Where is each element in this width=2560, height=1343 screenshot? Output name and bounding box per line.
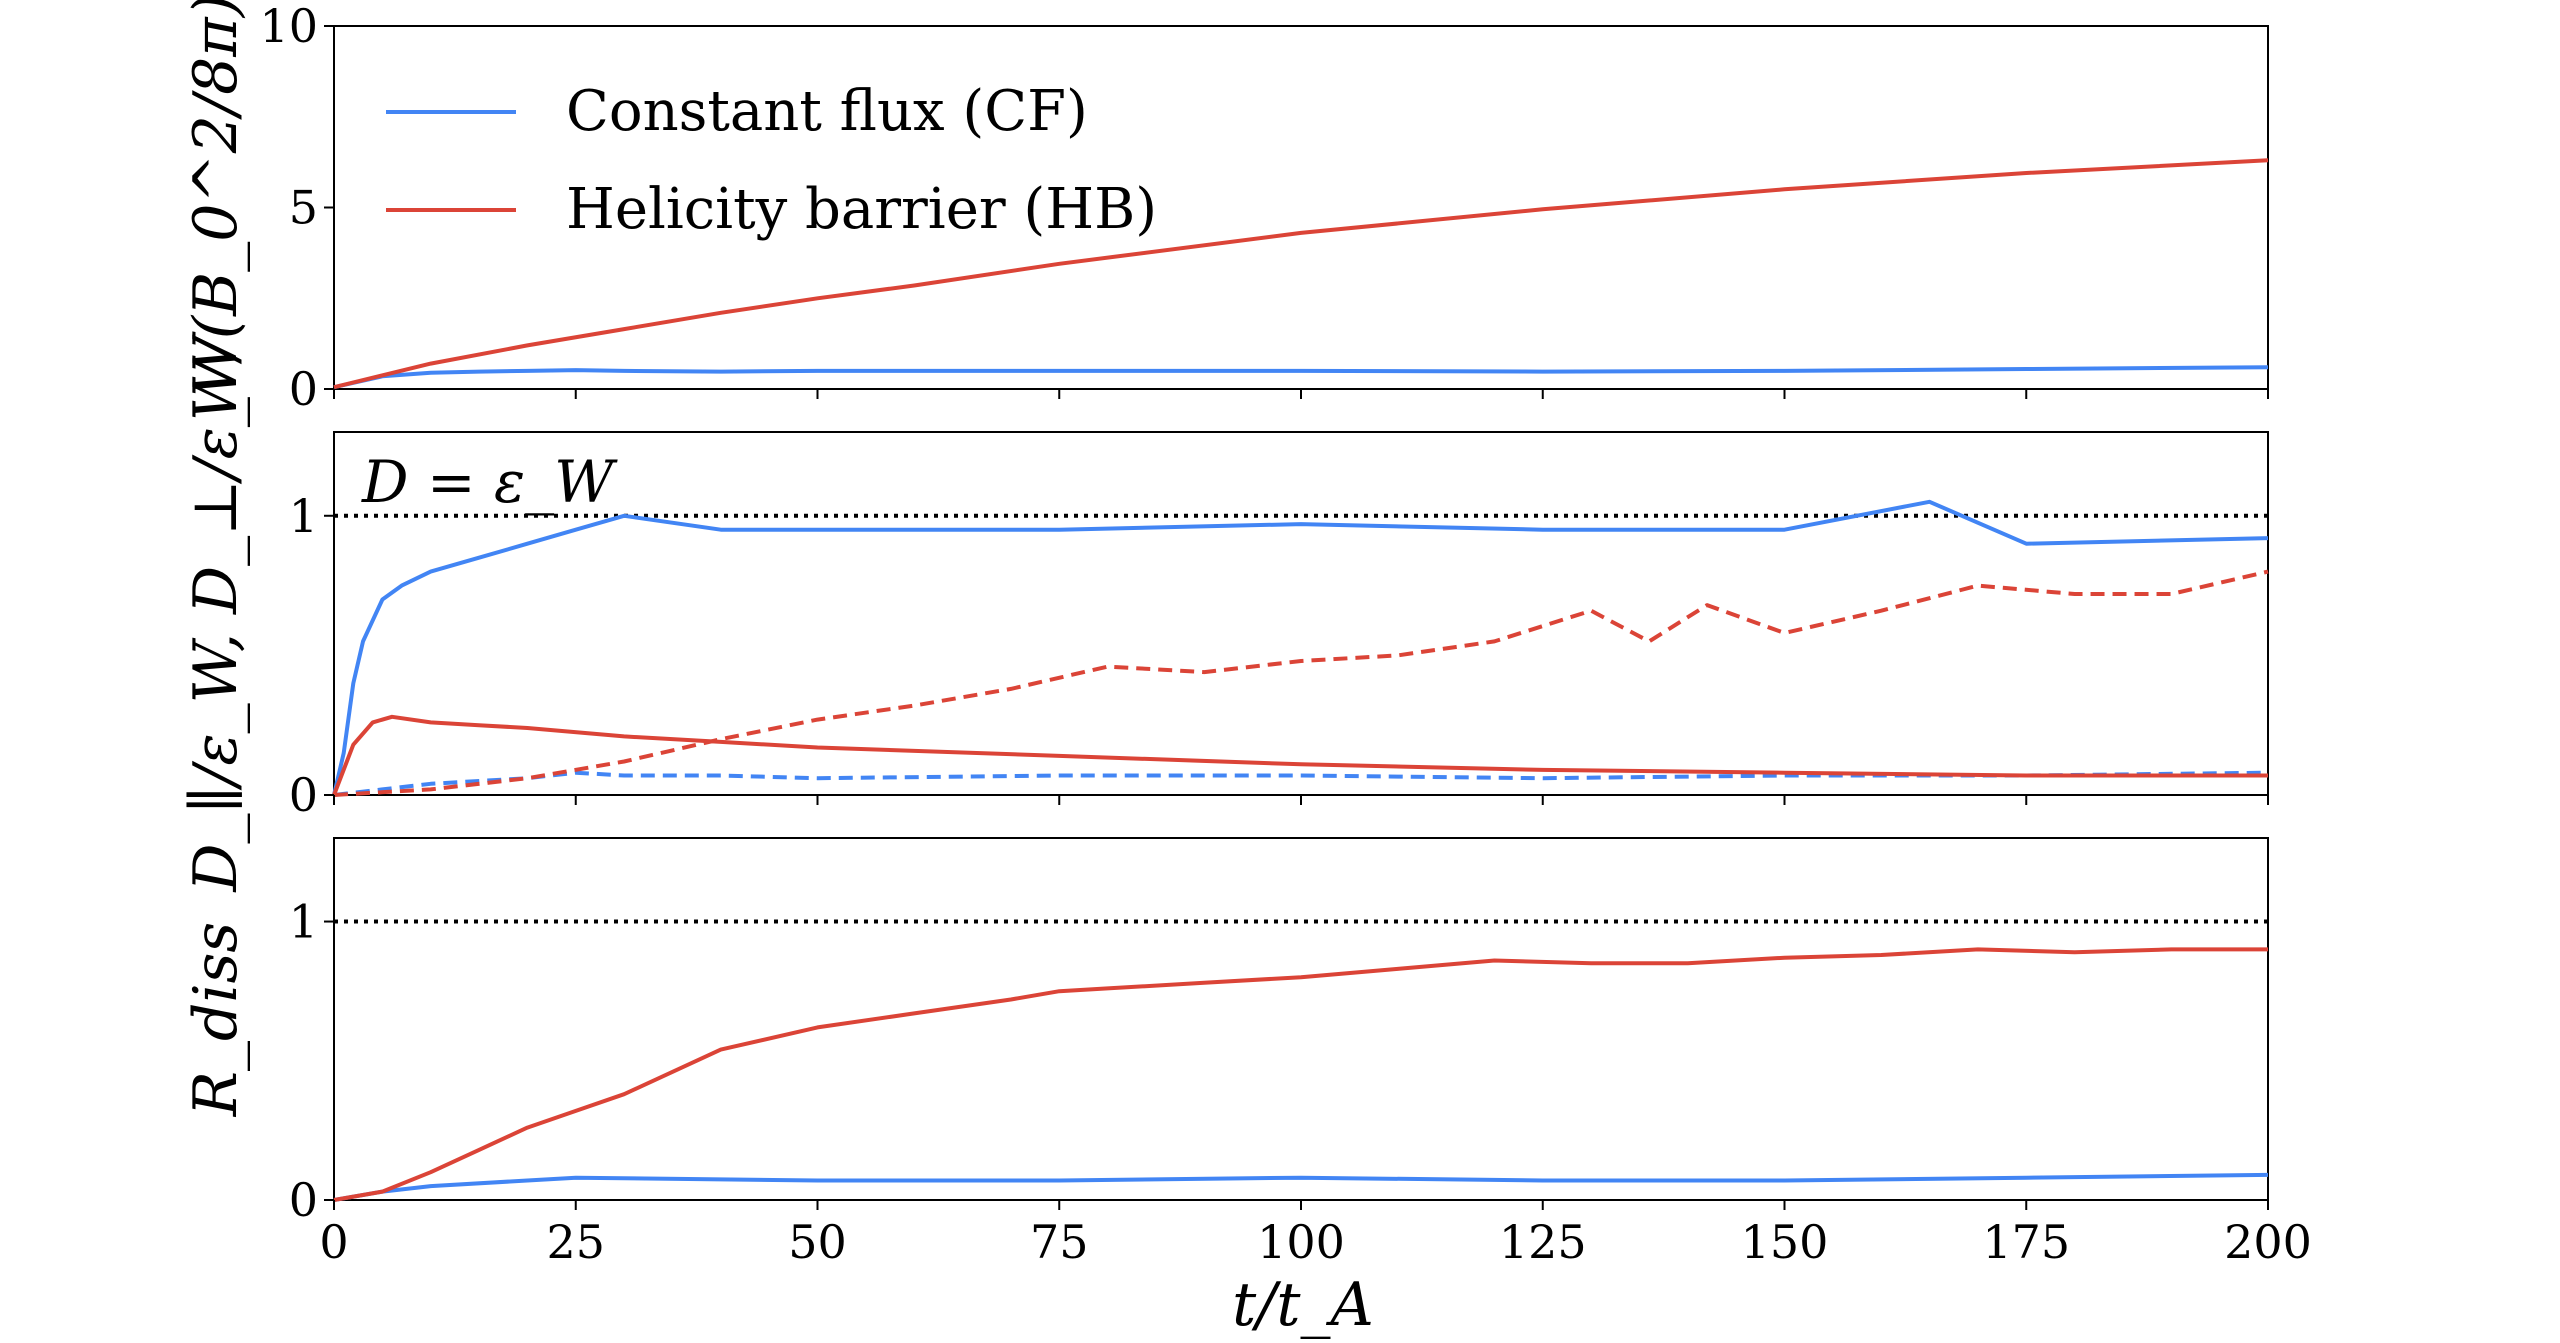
x-tick-label: 75 bbox=[1030, 1215, 1089, 1269]
y-tick-label: 0 bbox=[289, 362, 318, 416]
series-line-1-2 bbox=[332, 714, 2268, 796]
series-line-1-0 bbox=[332, 499, 2269, 796]
x-tick-label: 100 bbox=[1257, 1215, 1345, 1269]
y-axis-label-0: W/(B_0^2/8π) bbox=[181, 0, 251, 421]
panel-2: 0 1 0 25 50 75 100 125 150 175 200 R_diss bbox=[181, 837, 2312, 1269]
series-line-2-0 bbox=[333, 1172, 2269, 1202]
x-tick-label: 150 bbox=[1741, 1215, 1829, 1269]
series-line-1-1 bbox=[333, 770, 2269, 797]
y-tick-label: 5 bbox=[289, 181, 318, 235]
y-tick-label: 1 bbox=[289, 895, 318, 949]
panel-1: 0 1 D_∥/ε_W, D_⊥/ε_W bbox=[181, 331, 2269, 893]
plot-frame bbox=[333, 431, 2269, 796]
y-tick-label: 1 bbox=[289, 489, 318, 543]
legend: Constant flux (CF) Helicity barrier (HB) bbox=[386, 79, 1157, 242]
legend-label-hb: Helicity barrier (HB) bbox=[566, 177, 1157, 242]
x-tick-label: 175 bbox=[1982, 1215, 2070, 1269]
plot-frame bbox=[333, 837, 2269, 1201]
y-axis-label-2: R_diss bbox=[181, 922, 251, 1117]
panel-0: 0 5 10W/(B_0^2/8π) bbox=[181, 0, 2269, 421]
reference-line-label: D = ε_W bbox=[361, 448, 618, 516]
x-tick-label: 50 bbox=[788, 1215, 847, 1269]
x-tick-label: 200 bbox=[2224, 1215, 2312, 1269]
y-tick-label: 0 bbox=[289, 1173, 318, 1227]
x-tick-label: 25 bbox=[546, 1215, 605, 1269]
x-tick-label: 0 bbox=[319, 1215, 348, 1269]
y-tick-label: 10 bbox=[259, 0, 318, 53]
y-axis-label-1: D_∥/ε_W, D_⊥/ε_W bbox=[181, 331, 251, 893]
x-axis-label: t/t_A bbox=[1232, 1270, 1374, 1340]
y-tick-label: 0 bbox=[289, 768, 318, 822]
x-tick-label: 125 bbox=[1499, 1215, 1587, 1269]
series-line-2-1 bbox=[333, 947, 2268, 1202]
series-line-0-1 bbox=[333, 158, 2269, 390]
series-line-1-3 bbox=[333, 569, 2269, 797]
legend-label-cf: Constant flux (CF) bbox=[566, 79, 1088, 144]
series-line-0-0 bbox=[333, 365, 2269, 390]
